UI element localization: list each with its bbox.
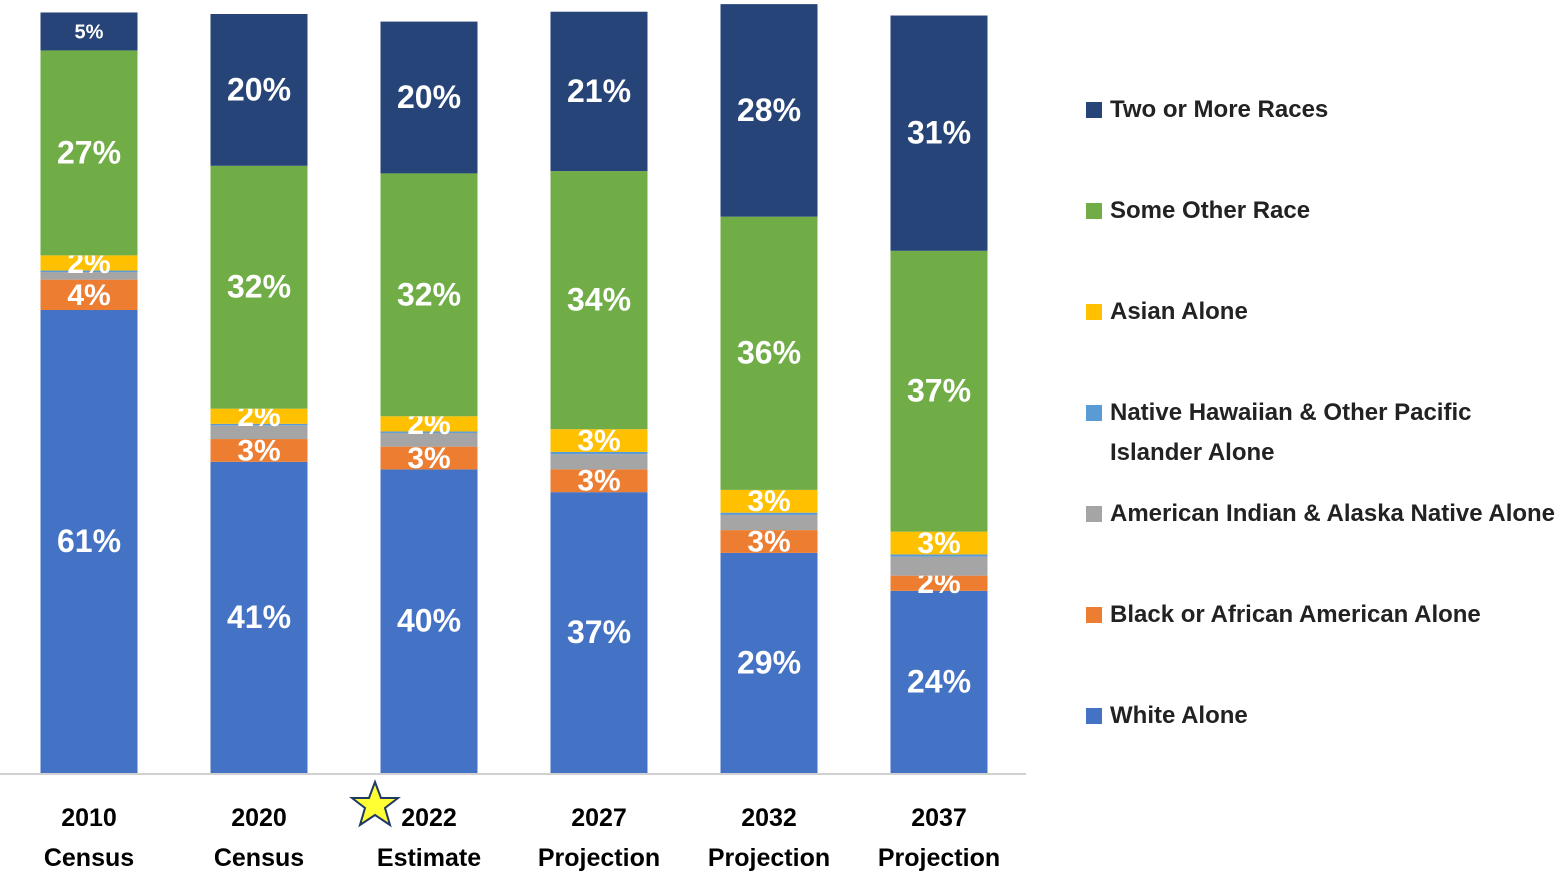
data-label: 37%: [907, 373, 971, 409]
bar-segment: [210, 14, 308, 166]
legend-swatch: [1086, 203, 1102, 219]
data-label: 3%: [747, 525, 790, 558]
data-label: 27%: [57, 134, 121, 170]
legend-entry: Asian Alone: [1086, 292, 1556, 332]
x-tick-label: 2037 Projection: [877, 804, 1001, 872]
bar-segment: [550, 11, 648, 172]
legend-label: Asian Alone: [1110, 298, 1248, 325]
bar-segment: [210, 408, 308, 424]
bar-segment: [550, 429, 648, 452]
legend-label: American Indian & Alaska Native Alone: [1110, 500, 1556, 527]
data-label: 24%: [907, 663, 971, 699]
bar-segment: [720, 512, 818, 515]
data-label: 32%: [227, 269, 291, 305]
bar-segment: [890, 250, 988, 532]
bar-segment: [890, 15, 988, 251]
bar-segment: [380, 416, 478, 432]
data-label: 5%: [75, 22, 104, 44]
legend-swatch: [1086, 708, 1102, 724]
legend-entry: Some Other Race: [1086, 191, 1556, 231]
legend-swatch: [1086, 607, 1102, 623]
data-label: 34%: [567, 282, 631, 318]
bar-segment: [210, 165, 308, 409]
bar-segment: [380, 432, 478, 447]
bar-segment: [720, 552, 818, 773]
bar-segment: [380, 431, 478, 433]
bar-segment: [210, 461, 308, 773]
bar-segment: [40, 270, 138, 273]
bar-segment: [380, 469, 478, 773]
bar-segment: [550, 171, 648, 430]
data-label: 4%: [67, 279, 110, 312]
data-label: 32%: [397, 276, 461, 312]
data-label: 31%: [907, 115, 971, 151]
data-label: 21%: [567, 73, 631, 109]
bar-segment: [890, 556, 988, 576]
bar-segment: [40, 272, 138, 280]
bar-segment: [720, 530, 818, 553]
data-label: 61%: [57, 523, 121, 559]
bar-segment: [40, 310, 138, 773]
bar-segment: [210, 425, 308, 440]
bar-segment: [890, 531, 988, 555]
bar-segment: [720, 489, 818, 513]
x-tick-label: 2022 Estimate: [376, 804, 482, 872]
data-label: 40%: [397, 603, 461, 639]
legend-label: Some Other Race: [1110, 197, 1311, 224]
bar-segment: [210, 423, 308, 426]
data-label: 3%: [917, 527, 960, 560]
legend-label: White Alone: [1110, 702, 1248, 729]
legend-entry: American Indian & Alaska Native Alone: [1086, 494, 1556, 534]
data-label: 3%: [407, 442, 450, 475]
data-label: 3%: [577, 424, 620, 457]
x-tick-label: 2010 Census: [43, 804, 135, 872]
legend-label: Black or African American Alone: [1110, 601, 1481, 628]
legend-swatch: [1086, 304, 1102, 320]
legend-label: Two or More Races: [1110, 96, 1329, 123]
bar-segment: [40, 279, 138, 311]
bar-segment: [720, 4, 818, 217]
bar-segment: [210, 439, 308, 462]
legend-entry: White Alone: [1086, 696, 1556, 736]
data-label: 36%: [737, 335, 801, 371]
bar-segment: [380, 173, 478, 417]
data-label: 20%: [397, 79, 461, 115]
data-label: 41%: [227, 599, 291, 635]
bar-segment: [550, 492, 648, 773]
legend-entry: Native Hawaiian & Other Pacific Islander…: [1086, 393, 1556, 473]
legend-entry: Black or African American Alone: [1086, 595, 1556, 635]
bar-segment: [40, 255, 138, 271]
bar-segment: [550, 454, 648, 470]
star-icon: [349, 779, 401, 828]
bar-segment: [380, 21, 478, 174]
bar-segment: [890, 554, 988, 557]
data-label: 37%: [567, 614, 631, 650]
x-tick-label: 2027 Projection: [537, 804, 661, 872]
legend-swatch: [1086, 405, 1102, 421]
x-tick-label: 2032 Projection: [707, 804, 831, 872]
legend-swatch: [1086, 506, 1102, 522]
data-label: 3%: [747, 485, 790, 518]
bar-segment: [380, 446, 478, 470]
bar-segment: [40, 12, 138, 51]
bar-segment: [890, 575, 988, 591]
bar-segment: [40, 50, 138, 256]
x-tick-label: 2020 Census: [213, 804, 305, 872]
data-label: 3%: [577, 465, 620, 498]
data-label: 29%: [737, 644, 801, 680]
bar-segment: [550, 451, 648, 455]
data-label: 28%: [737, 92, 801, 128]
bar-segment: [890, 590, 988, 773]
data-label: 20%: [227, 71, 291, 107]
data-label: 3%: [237, 434, 280, 467]
legend-swatch: [1086, 102, 1102, 118]
bar-segment: [550, 469, 648, 493]
legend-label: Native Hawaiian & Other Pacific Islander…: [1110, 399, 1472, 466]
legend-entry: Two or More Races: [1086, 90, 1556, 130]
bar-segment: [720, 216, 818, 490]
bar-segment: [720, 514, 818, 531]
